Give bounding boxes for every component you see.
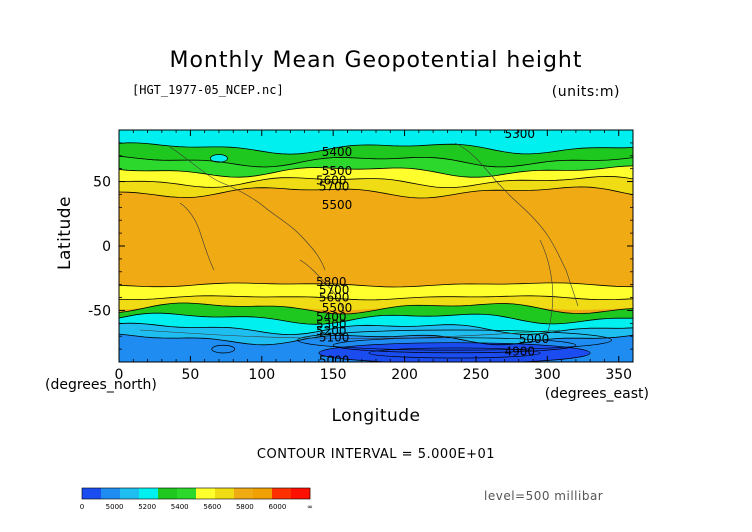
contour-label: 5600 [319,291,350,305]
y-tick-label: 0 [102,239,111,255]
colorbar: 0 5000 5200 5400 5600 5800 6000 ∞ [80,487,313,511]
x-tick-label: 150 [320,367,347,383]
contour-label: 4900 [505,345,536,359]
y-tick-label: -50 [88,303,111,319]
colorbar-swatch [101,488,121,499]
x-tick-label: 50 [181,367,199,383]
band--5800 [119,186,633,291]
x-tick-label: 350 [605,367,632,383]
contour-label: 5700 [319,180,350,194]
colorbar-tick-label: 6000 [269,503,287,511]
contour-line [119,165,633,178]
coastline-outline [139,142,579,339]
x-tick-label: 250 [463,367,490,383]
contour-label: 5200 [316,324,347,338]
contour-label: 5300 [316,318,347,332]
contour-label: 5500 [322,164,353,178]
contour-label: 5500 [322,198,353,212]
contour-label: 5000 [319,354,350,368]
contour-label: 5700 [319,283,350,297]
contour-line [119,322,633,336]
band-5700-5800 [119,176,633,198]
contour-line [119,333,633,346]
band-5300-5400 [119,130,633,155]
units-label: (units:m) [552,84,620,100]
contour-line [332,337,577,354]
colorbar-swatch [234,488,254,499]
contour-label: 5600 [316,173,347,187]
low-regions [210,154,591,362]
contour-line [119,186,633,199]
x-axis-ticks: 0 50 100 150 200 250 300 350 [115,130,632,383]
colorbar-tick-label: 5400 [171,503,189,511]
contour-labels: 5300540055005600570055005800570056005500… [316,127,550,368]
x-axis-label: Longitude [331,406,420,426]
chart-title: Monthly Mean Geopotential height [169,48,582,73]
contour-line [119,302,633,315]
contour-line [119,175,633,188]
contour-label: 5400 [316,310,347,324]
contour-line [119,142,633,155]
arctic-high-patch [210,154,228,163]
contour-label: 5800 [316,275,347,289]
plot-area: 5300540055005600570055005800570056005500… [119,127,633,368]
y-axis-ticks: 50 0 -50 [88,142,633,350]
colorbar-tick-label: 0 [80,503,84,511]
colorbar-tick-label: 5800 [236,503,254,511]
band-5400-5500 [119,142,633,167]
file-label: [HGT_1977-05_NCEP.nc] [132,83,284,97]
y-axis-label: Latitude [55,196,75,270]
contour-line [119,282,633,288]
band-5500-5600 [119,303,633,325]
colorbar-tick-label: ∞ [307,503,313,511]
x-tick-label: 0 [115,367,124,383]
contour-label: 5400 [322,145,353,159]
contour-line [368,347,541,359]
contour-line [297,329,612,351]
colorbar-swatch [82,488,102,499]
contour-line [119,312,633,325]
colorbar-swatch [139,488,159,499]
y-units-label: (degrees_north) [45,377,157,393]
south-indian-patch [211,344,236,354]
band-5600-5700 [119,165,633,188]
colorbar-swatch [253,488,273,499]
colorbar-swatch [177,488,197,499]
x-tick-label: 200 [391,367,418,383]
colorbar-swatch [215,488,235,499]
band-5500-5600 [119,156,633,178]
contour-interval-label: CONTOUR INTERVAL = 5.000E+01 [257,447,495,462]
colorbar-tick-label: 5000 [106,503,124,511]
y-tick-label: 50 [93,175,111,191]
contour-label: 5100 [319,331,350,345]
contour-lines [119,142,633,359]
contour-line [119,155,633,168]
contour-label: 5000 [519,332,550,346]
level-label: level=500 millibar [484,489,603,503]
colorbar-swatch [291,488,311,499]
colorbar-tick-label: 5200 [138,503,156,511]
x-tick-label: 300 [534,367,561,383]
colorbar-swatch [120,488,140,499]
contour-line [119,295,633,301]
antarctic-low [318,342,591,362]
x-tick-label: 100 [248,367,275,383]
contour-label: 5500 [322,301,353,315]
contour-label: 5300 [505,127,536,141]
colorbar-tick-label: 5600 [203,503,221,511]
colorbar-swatch [272,488,292,499]
colorbar-swatch [158,488,178,499]
colorbar-swatch [196,488,216,499]
band-5700-5800 [119,282,633,300]
x-units-label: (degrees_east) [545,386,649,402]
band-5200-5400 [119,323,633,345]
colorbar-frame [81,487,311,500]
